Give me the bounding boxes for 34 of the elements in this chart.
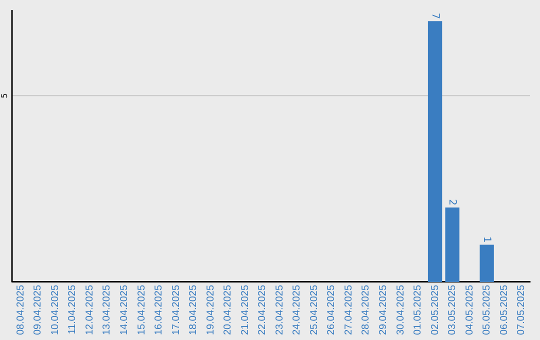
ref-line-label: 5 <box>0 93 10 98</box>
x-tick-label: 17.04.2025 <box>170 284 182 336</box>
x-tick-label: 03.05.2025 <box>447 284 458 336</box>
x-tick-label: 30.04.2025 <box>395 284 406 336</box>
x-tick-label: 22.04.2025 <box>257 284 268 336</box>
x-tick-label: 16.04.2025 <box>154 284 165 336</box>
data-label: 1 <box>481 236 492 243</box>
x-tick-label: 04.05.2025 <box>464 284 476 336</box>
x-tick-label: 29.04.2025 <box>378 284 389 336</box>
data-label: 7 <box>429 12 440 20</box>
x-tick-label: 21.04.2025 <box>240 284 251 336</box>
x-tick-label: 07.05.2025 <box>516 284 528 336</box>
x-tick-label: 24.04.2025 <box>292 284 303 336</box>
x-tick-label: 23.04.2025 <box>274 284 286 336</box>
x-tick-label: 26.04.2025 <box>326 284 338 336</box>
x-tick-label: 11.04.2025 <box>67 284 78 334</box>
x-tick-label: 15.04.2025 <box>136 284 148 336</box>
x-tick-label: 18.04.2025 <box>188 284 200 336</box>
x-tick-label: 13.04.2025 <box>102 284 113 336</box>
x-tick-label: 10.04.2025 <box>50 284 61 336</box>
x-tick-label: 20.04.2025 <box>222 284 234 336</box>
x-tick-label: 28.04.2025 <box>360 284 372 336</box>
x-tick-label: 19.04.2025 <box>205 284 216 336</box>
x-tick-label: 14.04.2025 <box>118 284 130 336</box>
x-tick-label: 12.04.2025 <box>84 284 96 336</box>
x-tick-label: 08.04.2025 <box>15 284 26 336</box>
x-tick-label: 25.04.2025 <box>308 284 320 336</box>
x-tick-label: 09.04.2025 <box>32 284 44 336</box>
x-tick-label: 27.04.2025 <box>343 284 354 336</box>
data-label: 2 <box>446 199 458 206</box>
x-tick-label: 05.05.2025 <box>482 284 493 336</box>
x-tick-label: 02.05.2025 <box>430 284 441 336</box>
x-tick-label: 06.05.2025 <box>498 284 510 336</box>
x-tick-label: 01.05.2025 <box>412 284 424 336</box>
